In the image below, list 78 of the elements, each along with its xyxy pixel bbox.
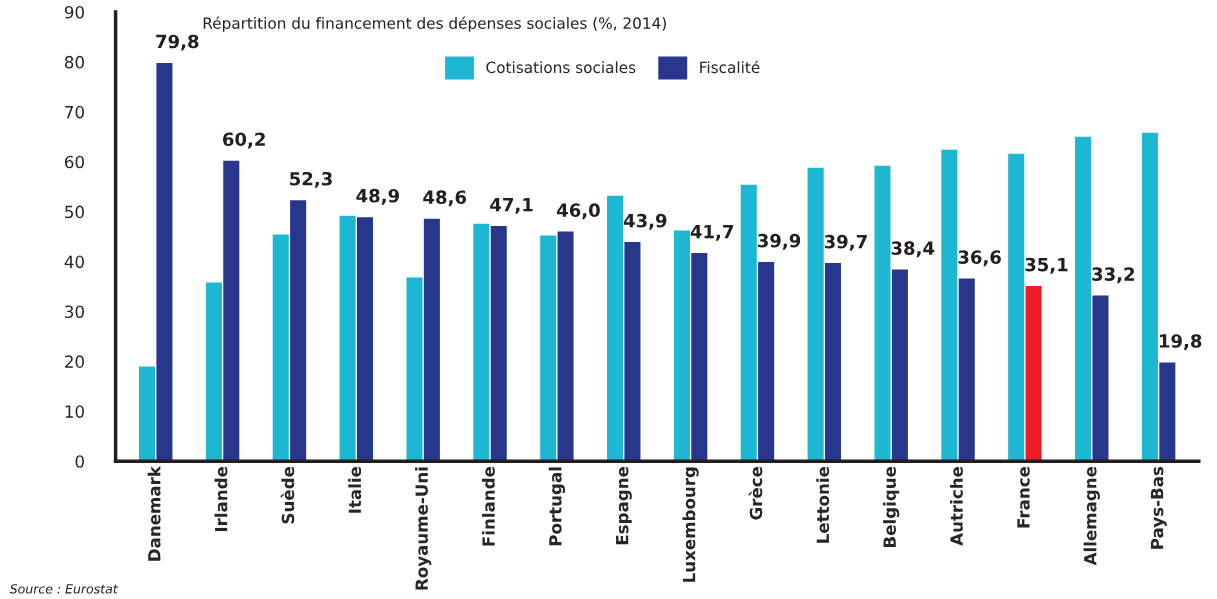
- x-tick-label: Suède: [280, 466, 295, 524]
- x-tick-label: Portugal: [548, 467, 566, 546]
- x-tick-label: France: [1017, 466, 1030, 528]
- data-label: 48,6: [423, 190, 467, 207]
- bar: [958, 278, 975, 462]
- bar: [624, 242, 641, 462]
- chart-title: Répartition du financement des dépenses sociales (%, 2014): [203, 16, 666, 32]
- y-tick-label: 40: [64, 255, 84, 269]
- x-tick-label: Allemagne: [1083, 466, 1100, 566]
- bar: [406, 277, 423, 462]
- data-label: 47,1: [490, 198, 533, 214]
- x-tick-label: Irlande: [214, 466, 228, 532]
- bar: [223, 160, 240, 462]
- data-label: 33,2: [1092, 267, 1135, 284]
- data-label: 38,4: [891, 241, 935, 258]
- x-tick-label: Royaume-Uni: [415, 467, 432, 590]
- data-label: 39,7: [824, 234, 867, 251]
- x-tick-label: Belgique: [883, 466, 900, 548]
- bar: [891, 269, 908, 462]
- x-tick-label: Luxembourg: [682, 467, 699, 582]
- data-label: 60,2: [222, 132, 265, 149]
- bar: [825, 263, 842, 462]
- bar: [490, 226, 507, 462]
- source-note: Source : Eurostat: [9, 584, 119, 594]
- bar: [691, 253, 708, 462]
- bar: [758, 262, 775, 462]
- y-tick-label: 30: [65, 305, 84, 319]
- data-label: 41,7: [690, 225, 733, 241]
- x-tick-label: Pays-Bas: [1150, 466, 1167, 549]
- bar: [1025, 286, 1042, 462]
- bar: [1092, 295, 1109, 462]
- bar: [205, 282, 222, 462]
- bar: [139, 366, 156, 462]
- bar: [272, 234, 289, 462]
- y-tick-label: 60: [65, 155, 84, 169]
- bar: [540, 235, 557, 462]
- bar: [941, 149, 958, 462]
- data-label: 43,9: [623, 213, 667, 230]
- bar: [473, 223, 490, 462]
- bar: [1141, 132, 1158, 462]
- data-label: 48,9: [356, 188, 399, 205]
- bar: [740, 184, 757, 462]
- x-tick-label: Grèce: [748, 466, 763, 520]
- data-label: 36,6: [958, 250, 1001, 267]
- data-label: 46,0: [556, 203, 600, 220]
- bar: [807, 167, 824, 462]
- bar: [673, 230, 690, 462]
- bar: [1075, 136, 1092, 462]
- bar: [1159, 362, 1176, 462]
- y-tick-label: 0: [75, 455, 84, 468]
- x-tick-label: Autriche: [949, 466, 963, 546]
- data-label: 52,3: [290, 171, 332, 188]
- data-label: 79,8: [156, 34, 199, 51]
- bar: [874, 165, 891, 462]
- x-tick-label: Danemark: [147, 465, 161, 561]
- bar: [1008, 153, 1025, 462]
- x-tick-label: Espagne: [616, 466, 632, 545]
- y-tick-label: 90: [64, 5, 84, 19]
- data-label: 39,9: [757, 233, 801, 250]
- y-tick-label: 70: [65, 105, 84, 119]
- y-tick-label: 50: [65, 205, 84, 219]
- bar: [290, 200, 307, 462]
- y-tick-label: 80: [64, 55, 84, 69]
- data-label: 19,8: [1159, 334, 1202, 351]
- bar: [339, 215, 356, 462]
- legend-label: Fiscalité: [700, 60, 760, 74]
- bar: [557, 231, 574, 462]
- bar: [423, 218, 440, 462]
- x-tick-label: Finlande: [481, 466, 495, 546]
- bar: [607, 195, 624, 462]
- x-tick-label: Italie: [348, 466, 362, 513]
- x-tick-label: Lettonie: [816, 466, 830, 543]
- legend-label: Cotisations sociales: [486, 61, 636, 74]
- y-tick-label: 10: [65, 405, 84, 418]
- bar: [356, 217, 374, 462]
- bar: [156, 62, 173, 462]
- data-label: 35,1: [1025, 257, 1068, 274]
- y-tick-label: 20: [65, 355, 84, 368]
